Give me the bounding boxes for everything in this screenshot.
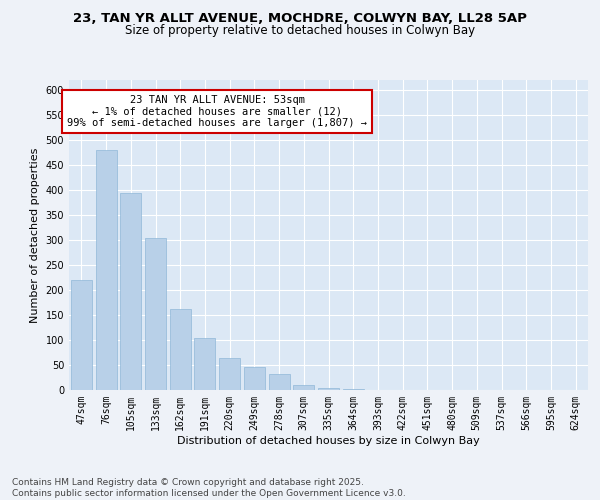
Text: Size of property relative to detached houses in Colwyn Bay: Size of property relative to detached ho… [125,24,475,37]
Bar [244,366,265,390]
Bar [343,389,364,390]
Bar [95,150,116,390]
Text: 23, TAN YR ALLT AVENUE, MOCHDRE, COLWYN BAY, LL28 5AP: 23, TAN YR ALLT AVENUE, MOCHDRE, COLWYN … [73,12,527,26]
Text: Contains HM Land Registry data © Crown copyright and database right 2025.
Contai: Contains HM Land Registry data © Crown c… [12,478,406,498]
Bar [71,280,92,390]
Bar [219,358,240,390]
Y-axis label: Number of detached properties: Number of detached properties [30,148,40,322]
Bar [170,308,191,390]
Text: 23 TAN YR ALLT AVENUE: 53sqm
← 1% of detached houses are smaller (12)
99% of sem: 23 TAN YR ALLT AVENUE: 53sqm ← 1% of det… [67,95,367,128]
Bar [194,338,215,390]
X-axis label: Distribution of detached houses by size in Colwyn Bay: Distribution of detached houses by size … [177,436,480,446]
Bar [318,388,339,390]
Bar [293,385,314,390]
Bar [120,192,141,390]
Bar [145,238,166,390]
Bar [269,374,290,390]
